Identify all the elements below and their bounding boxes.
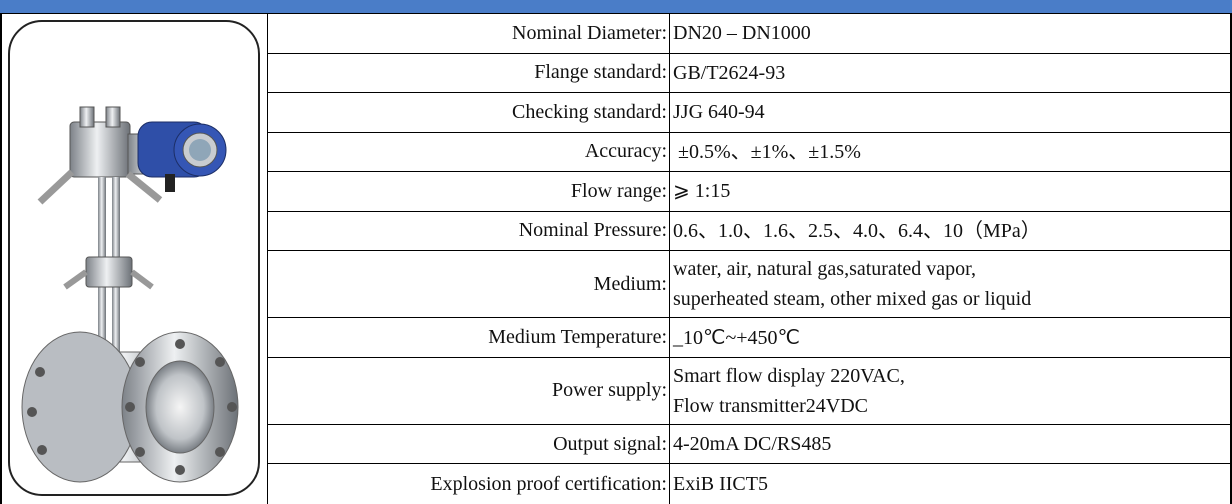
spec-value: JJG 640-94 [670, 93, 1230, 132]
header-bar [0, 0, 1232, 14]
spec-row: Medium Temperature:_10℃~+450℃ [268, 318, 1230, 358]
spec-value: 4-20mA DC/RS485 [670, 425, 1230, 464]
spec-label: Explosion proof certification: [268, 464, 670, 504]
spec-row: Output signal:4-20mA DC/RS485 [268, 425, 1230, 465]
spec-row: Flow range:⩾ 1:15 [268, 172, 1230, 212]
spec-row: Nominal Pressure:0.6、1.0、1.6、2.5、4.0、6.4… [268, 212, 1230, 252]
value-line: GB/T2624-93 [673, 58, 1230, 88]
value-line: DN20 – DN1000 [673, 18, 1230, 48]
value-line: JJG 640-94 [673, 97, 1230, 127]
spec-value: ±0.5%、±1%、±1.5% [670, 133, 1230, 172]
spec-label: Medium Temperature: [268, 318, 670, 357]
spec-value: water, air, natural gas,saturated vapor,… [670, 251, 1230, 317]
spec-label: Flange standard: [268, 54, 670, 93]
spec-value: 0.6、1.0、1.6、2.5、4.0、6.4、10（MPa） [670, 212, 1230, 251]
spec-row: Explosion proof certification:ExiB IICT5 [268, 464, 1230, 504]
value-line: ExiB IICT5 [673, 469, 1230, 499]
spec-value: _10℃~+450℃ [670, 318, 1230, 357]
spec-label: Accuracy: [268, 133, 670, 172]
spec-label: Output signal: [268, 425, 670, 464]
page: Nominal Diameter:DN20 – DN1000Flange sta… [0, 0, 1232, 504]
spec-label: Checking standard: [268, 93, 670, 132]
value-line: water, air, natural gas,saturated vapor, [673, 254, 1230, 284]
value-line: ⩾ 1:15 [673, 176, 1230, 206]
spec-label: Flow range: [268, 172, 670, 211]
value-line: 4-20mA DC/RS485 [673, 429, 1230, 459]
spec-value: ExiB IICT5 [670, 464, 1230, 504]
spec-label: Power supply: [268, 358, 670, 424]
spec-row: Flange standard:GB/T2624-93 [268, 54, 1230, 94]
spec-row: Accuracy: ±0.5%、±1%、±1.5% [268, 133, 1230, 173]
spec-row: Nominal Diameter:DN20 – DN1000 [268, 14, 1230, 54]
spec-label: Nominal Pressure: [268, 212, 670, 251]
image-cell [2, 14, 268, 504]
product-image [10, 22, 258, 494]
value-line: _10℃~+450℃ [673, 323, 1230, 353]
spec-value: GB/T2624-93 [670, 54, 1230, 93]
value-line: Flow transmitter24VDC [673, 391, 1230, 421]
value-line: Smart flow display 220VAC, [673, 361, 1230, 391]
spec-row: Power supply:Smart flow display 220VAC,F… [268, 358, 1230, 425]
product-frame [8, 20, 260, 496]
spec-label: Nominal Diameter: [268, 14, 670, 53]
value-line: 0.6、1.0、1.6、2.5、4.0、6.4、10（MPa） [673, 216, 1230, 246]
spec-value: Smart flow display 220VAC,Flow transmitt… [670, 358, 1230, 424]
spec-value: ⩾ 1:15 [670, 172, 1230, 211]
spec-row: Medium:water, air, natural gas,saturated… [268, 251, 1230, 318]
spec-row: Checking standard:JJG 640-94 [268, 93, 1230, 133]
value-line: ±0.5%、±1%、±1.5% [673, 137, 1230, 167]
spec-label: Medium: [268, 251, 670, 317]
value-line: superheated steam, other mixed gas or li… [673, 284, 1230, 314]
spec-value: DN20 – DN1000 [670, 14, 1230, 53]
